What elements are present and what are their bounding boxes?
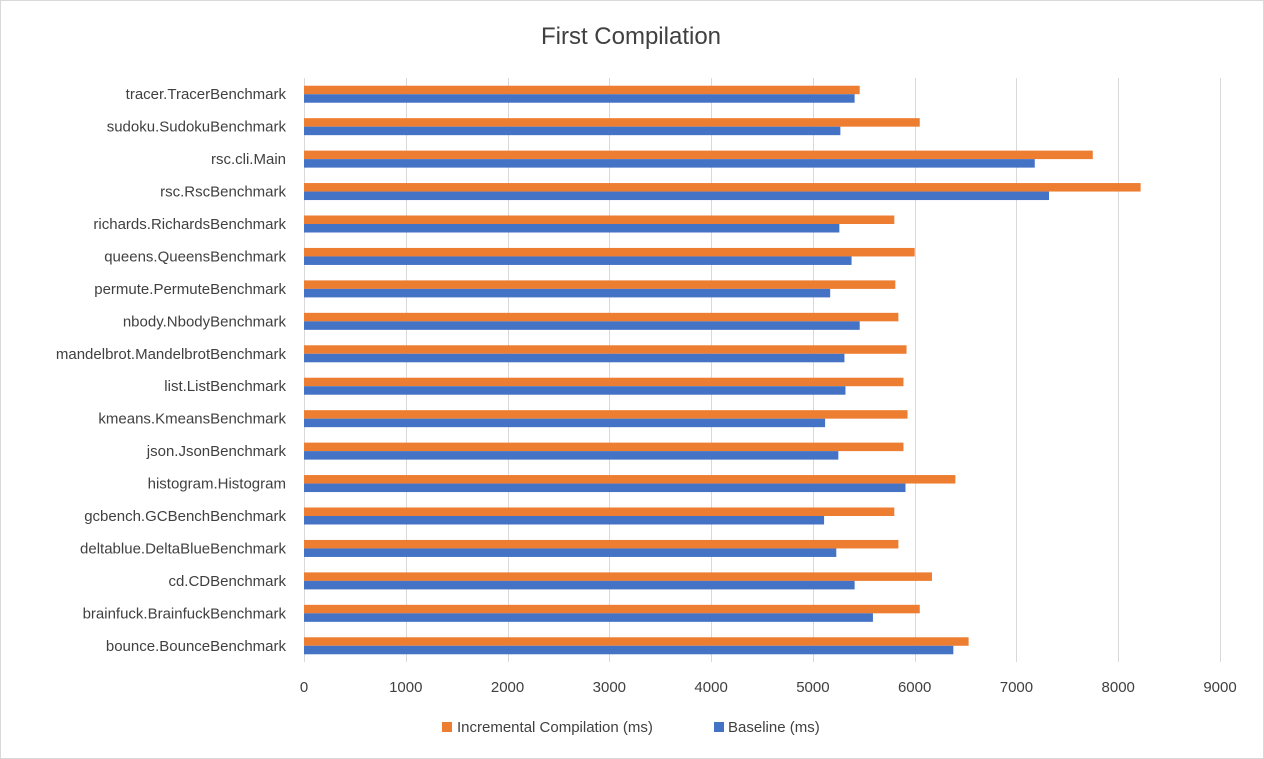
x-tick-label: 2000 — [491, 679, 524, 696]
category-label: nbody.NbodyBenchmark — [123, 313, 287, 330]
baseline-bar-12 — [304, 483, 906, 493]
category-label: tracer.TracerBenchmark — [126, 86, 287, 103]
baseline-bar-2 — [304, 159, 1035, 168]
category-label: histogram.Histogram — [148, 476, 286, 493]
incremental-bar-10 — [304, 410, 908, 419]
x-tick-labels: 0 1000 2000 3000 4000 5000 6000 7000 8000 9000 — [300, 679, 1237, 696]
incremental-bar-16 — [304, 604, 920, 614]
incremental-bar-2 — [304, 150, 1093, 160]
legend-swatch-baseline — [714, 722, 724, 732]
baseline-bar-4 — [304, 224, 840, 233]
baseline-bar-11 — [304, 451, 839, 460]
legend-label-incremental: Incremental Compilation (ms) — [457, 719, 653, 736]
x-tick-label: 6000 — [898, 679, 931, 696]
category-label: rsc.cli.Main — [211, 151, 286, 168]
incremental-bar-9 — [304, 377, 904, 387]
baseline-bar-9 — [304, 386, 846, 395]
incremental-bar-13 — [304, 507, 895, 516]
legend: Incremental Compilation (ms) Baseline (ms… — [442, 719, 820, 736]
category-label: brainfuck.BrainfuckBenchmark — [83, 605, 287, 622]
x-tick-label: 9000 — [1203, 679, 1236, 696]
incremental-bar-3 — [304, 183, 1141, 192]
category-labels: tracer.TracerBenchmark sudoku.SudokuBench… — [56, 86, 287, 655]
incremental-bar-14 — [304, 539, 899, 549]
category-label: mandelbrot.MandelbrotBenchmark — [56, 346, 287, 363]
baseline-bar-3 — [304, 191, 1050, 201]
category-label: cd.CDBenchmark — [168, 573, 286, 590]
category-label: richards.RichardsBenchmark — [93, 216, 286, 233]
category-label: gcbench.GCBenchBenchmark — [84, 508, 286, 525]
baseline-bar-7 — [304, 321, 860, 330]
incremental-bar-8 — [304, 345, 907, 354]
incremental-bar-11 — [304, 442, 904, 452]
baseline-bar-16 — [304, 613, 873, 622]
baseline-bar-0 — [304, 94, 855, 103]
incremental-bar-5 — [304, 247, 915, 257]
chart-title: First Compilation — [541, 23, 721, 50]
bars — [304, 85, 1141, 655]
incremental-bar-7 — [304, 312, 899, 322]
incremental-bar-17 — [304, 637, 969, 646]
category-label: permute.PermuteBenchmark — [94, 281, 286, 298]
incremental-bar-6 — [304, 280, 896, 289]
baseline-bar-17 — [304, 645, 954, 655]
category-label: bounce.BounceBenchmark — [106, 638, 287, 655]
baseline-bar-10 — [304, 418, 826, 428]
category-label: json.JsonBenchmark — [146, 443, 287, 460]
incremental-bar-4 — [304, 215, 895, 224]
category-label: queens.QueensBenchmark — [104, 248, 286, 265]
baseline-bar-8 — [304, 353, 845, 363]
incremental-bar-12 — [304, 475, 956, 484]
x-tick-label: 5000 — [796, 679, 829, 696]
baseline-bar-13 — [304, 516, 825, 525]
baseline-bar-5 — [304, 256, 852, 265]
baseline-bar-14 — [304, 548, 837, 557]
baseline-bar-15 — [304, 580, 855, 590]
x-tick-label: 8000 — [1102, 679, 1135, 696]
x-tick-label: 1000 — [389, 679, 422, 696]
category-label: sudoku.SudokuBenchmark — [107, 119, 287, 136]
gridlines — [304, 78, 1221, 662]
incremental-bar-15 — [304, 572, 932, 581]
incremental-bar-1 — [304, 118, 920, 127]
x-tick-label: 7000 — [1000, 679, 1033, 696]
category-label: deltablue.DeltaBlueBenchmark — [80, 540, 286, 557]
baseline-bar-6 — [304, 288, 831, 298]
legend-swatch-incremental — [442, 722, 452, 732]
baseline-bar-1 — [304, 126, 841, 136]
x-tick-label: 3000 — [593, 679, 626, 696]
x-tick-label: 0 — [300, 679, 308, 696]
category-label: list.ListBenchmark — [164, 378, 286, 395]
incremental-bar-0 — [304, 85, 860, 95]
x-tick-label: 4000 — [694, 679, 727, 696]
category-label: rsc.RscBenchmark — [160, 184, 286, 201]
legend-label-baseline: Baseline (ms) — [728, 719, 820, 736]
category-label: kmeans.KmeansBenchmark — [98, 411, 286, 428]
